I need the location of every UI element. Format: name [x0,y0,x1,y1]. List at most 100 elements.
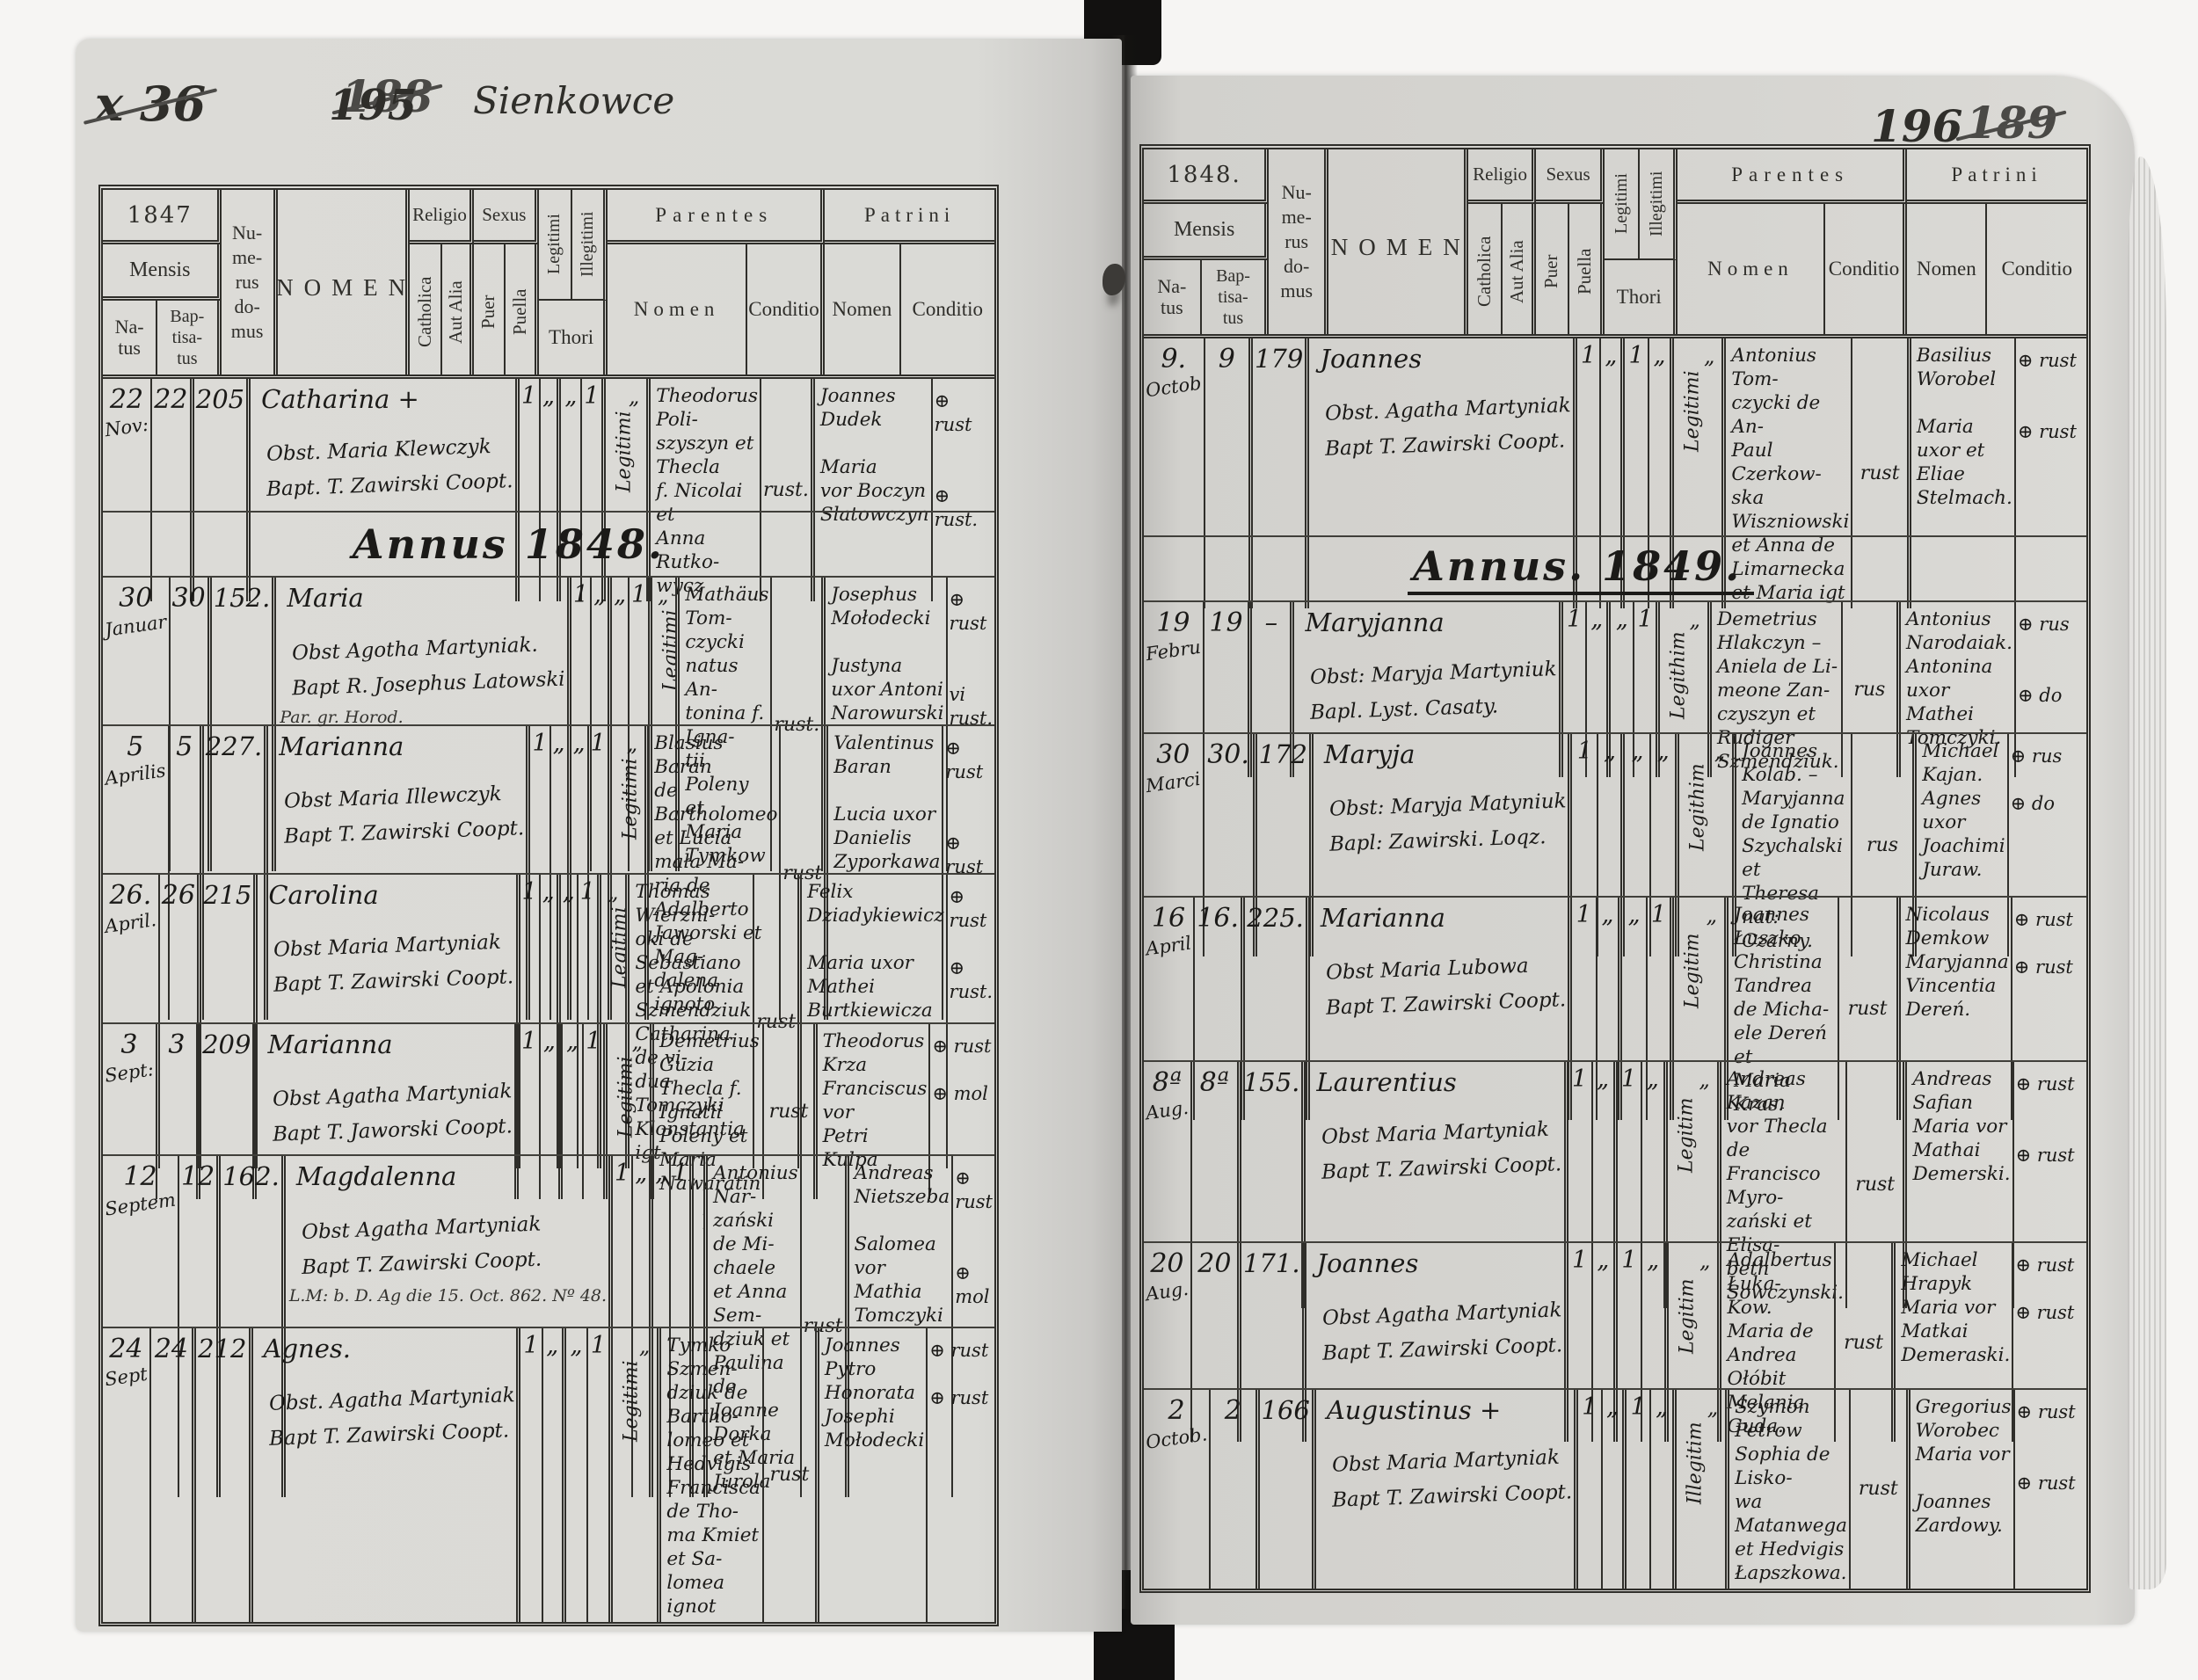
natus-day: 26. [109,880,152,912]
natus-cell: 19 Febru [1144,601,1205,777]
midwife-line: Obst: Maryja Martyniuk [1310,658,1558,689]
nomen-cell: Laurentius Obst Maria Martyniak Bapt T. … [1306,1061,1568,1308]
puella-header: Puella [1574,248,1596,295]
house-number: 212 [198,1333,247,1364]
religio-catholica-mark: 1 [520,379,541,601]
parents-condition: rust [1847,1061,1908,1308]
margin-note: L.M: b. D. Ag die 15. Oct. 862. Nº 48. [288,1285,608,1305]
godparents-condition-cell: ⊕ rust ⊕ rust. [948,875,994,1168]
annus-divider-row: Annus. 1849. [1144,535,2086,600]
godparents-names: Nicolaus Demkow Maryjanna Vincentia Dere… [1901,898,2012,1121]
thori-mark: „ [1707,1394,1719,1420]
mensis-header: Mensis [103,244,222,301]
house-number-cell: 162. [221,1155,286,1497]
godparents-condition: ⊕ rust ⊕ rust [929,1339,989,1408]
natus-header: Na- tus [103,301,158,375]
natus-day: 16 [1151,903,1186,935]
baptisatus-day: 26 [161,880,195,912]
religio-autalia-mark: „ [541,379,562,601]
sexus-puer-mark: „ [563,1023,585,1199]
religio-header: Religio [410,190,474,244]
child-name: Joannes [1320,344,1423,374]
thori-cell: Legithim „ [1679,733,1737,956]
godparents-names: Josephus Mołodecki Justyna uxor Antoni N… [826,578,948,871]
house-number: 162. [222,1160,280,1191]
godparents-condition: ⊕ rust ⊕ rust [2015,1255,2075,1324]
religio-catholica-mark: 1 [613,1155,634,1497]
place-name-annotation: Sienkowce [473,79,675,122]
godparents-condition: ⊕ rust ⊕ rust [2016,1400,2076,1494]
midwife-line: Obst. Agatha Martyniak [1324,394,1572,425]
house-number-cell: 205 [194,379,251,601]
midwife-line: Obst Maria Illewczyk [283,782,503,813]
baptisatus-cell: 16. [1195,898,1246,1121]
catholica-header: Catholica [1473,236,1495,308]
religio-autalia-mark: „ [1587,601,1612,777]
puer-header: Puer [477,295,499,330]
register-page-left: x 36 188 195 Sienkowce 1847 Mensis Na- t… [76,39,1122,1632]
sexus-puella-mark: 1 [579,875,601,1169]
thori-cell: Legitimi „ [608,1023,655,1199]
register-row: x 22 Nov: 22 205 Catharina + Obst. Maria… [103,379,994,601]
natus-cell: 30 Januar [103,578,171,871]
midwife-line: Obst Maria Martyniak [1331,1445,1561,1477]
page-number-annotation: 196 [1871,100,1963,152]
parents-names: Demetrius Hlakczyn – Aniela de Li- meone… [1712,601,1843,777]
natus-month: Septem [103,1189,178,1220]
sexus-puella-mark: 1 [588,1327,613,1622]
godparents-condition-cell: ⊕ rus ⊕ do [2009,734,2086,956]
baptisatus-day: 16. [1197,903,1240,935]
baptisatus-cell: 24 [151,1327,197,1622]
baptisatus-day: 12 [181,1160,215,1192]
house-number: 179 [1254,344,1304,374]
legitimi-header: Legitimi [544,214,564,275]
baptism-table-1848: 1848. Mensis Na- tus Bap- tisa- tus Nu- … [1139,144,2091,1593]
house-number: 227. [205,731,263,762]
child-name: Maryja [1323,738,1416,769]
puella-header: Puella [508,288,530,336]
godparents-condition-cell: ⊕ rust ⊕ rust [2014,1062,2086,1308]
religio-autalia-mark: „ [541,875,561,1169]
sexus-header: Sexus [473,190,539,244]
godparents-condition-cell: ⊕ rust ⊕ rust [2012,898,2086,1120]
parents-condition: rust. [772,578,826,871]
baptisatus-cell: 26 [160,875,201,1169]
aut-alia-header: Aut Alia [444,280,466,344]
parents-condition: rust [802,1155,849,1497]
thori-legitimi-note: Legitim [1675,1097,1698,1173]
house-number-cell: 172 [1257,733,1314,956]
register-row: x 5 Aprilis 5 227. Marianna Obst Maria I… [103,724,994,1021]
house-number-cell: 171. [1241,1243,1306,1443]
natus-cell: 30 Marci [1144,733,1205,956]
godparents-condition-cell: ⊕ rust ⊕ mol [953,1156,994,1497]
baptisatus-cell: 3 [157,1023,201,1199]
illegitimi-header: Illegitimi [577,211,597,278]
parents-condition: rust [781,726,829,1021]
baptisatus-day: 5 [176,731,193,763]
religio-autalia-mark: „ [1601,338,1626,608]
sexus-puella-mark: 1 [1648,898,1675,1121]
natus-month: Aug. [1144,1277,1190,1305]
child-name: Carolina [268,880,379,911]
page-number-annotation: 189 [1966,97,2058,149]
natus-month: Sept [103,1363,149,1391]
sexus-puer-mark: 1 [1618,1061,1642,1308]
natus-month: April. [103,909,158,938]
thori-mark: „ [638,1333,651,1358]
religio-catholica-mark: 1 [1572,898,1598,1121]
religio-catholica-mark: 1 [520,875,541,1169]
godparents-condition: ⊕ rust vi rust. [949,589,993,729]
religio-catholica-mark: 1 [519,1023,542,1199]
sexus-puer-mark: „ [653,1155,672,1497]
thori-header: Thori [539,301,608,375]
baptisatus-day: 8ª [1199,1066,1229,1098]
natus-month: Octob. [1144,1423,1209,1453]
house-number: 225. [1247,903,1304,934]
illegitimi-header: Illegitimi [1646,171,1666,237]
baptisatus-day: 22 [154,384,188,415]
thori-legitimi-note: Legitim [1676,1278,1699,1354]
thori-cell: Legitimi „ [1674,338,1727,608]
godparents-condition-cell: ⊕ rust ⊕ rust. [933,379,994,601]
patrini-header: Patrini [1907,149,2086,204]
house-number: 152. [213,583,271,613]
